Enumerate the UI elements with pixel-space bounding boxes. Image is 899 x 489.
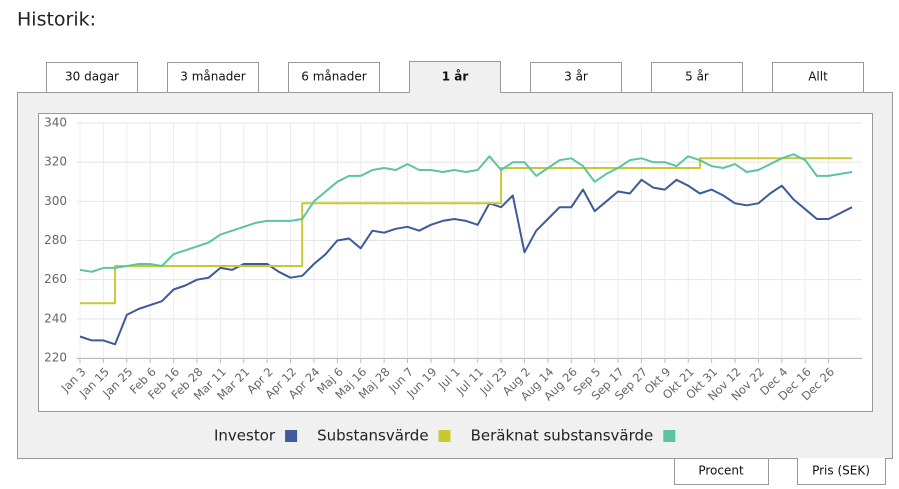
y-tick-label: 320 xyxy=(44,155,67,169)
tab[interactable] xyxy=(797,458,886,485)
tab-label[interactable]: Allt xyxy=(808,70,828,84)
y-tick-label: 300 xyxy=(44,194,67,208)
tab[interactable] xyxy=(409,61,501,93)
tab[interactable] xyxy=(46,62,138,93)
y-tick-label: 220 xyxy=(44,351,67,365)
plot-frame xyxy=(38,113,873,412)
tab[interactable] xyxy=(288,62,380,93)
series-line xyxy=(80,157,852,305)
tab[interactable] xyxy=(772,62,864,93)
tab-label[interactable]: 6 månader xyxy=(301,70,366,84)
legend-swatch[interactable] xyxy=(438,430,451,442)
y-tick-label: 280 xyxy=(44,233,67,247)
series-line xyxy=(79,153,853,273)
tab-label[interactable]: 1 år xyxy=(442,70,469,84)
legend-swatch[interactable] xyxy=(285,430,298,442)
tab[interactable] xyxy=(674,458,769,485)
tab-label[interactable]: 3 månader xyxy=(180,70,245,84)
legend-swatch[interactable] xyxy=(663,430,676,442)
y-tick-label: 260 xyxy=(44,272,67,286)
tab-label[interactable]: 5 år xyxy=(685,70,709,84)
legend-label: Investor xyxy=(214,427,276,445)
legend-label: Substansvärde xyxy=(317,427,428,445)
tab-label[interactable]: Procent xyxy=(698,464,744,478)
tab-label[interactable]: 3 år xyxy=(564,70,588,84)
y-tick-label: 340 xyxy=(44,116,67,130)
y-tick-label: 240 xyxy=(44,311,67,325)
legend-label: Beräknat substansvärde xyxy=(471,427,654,445)
tab[interactable] xyxy=(651,62,743,93)
page-title: Historik: xyxy=(17,9,96,31)
series-line xyxy=(79,178,853,346)
tab[interactable] xyxy=(530,62,622,93)
tab-label[interactable]: Pris (SEK) xyxy=(812,464,870,478)
tab[interactable] xyxy=(167,62,259,93)
tab-label[interactable]: 30 dagar xyxy=(65,70,119,84)
